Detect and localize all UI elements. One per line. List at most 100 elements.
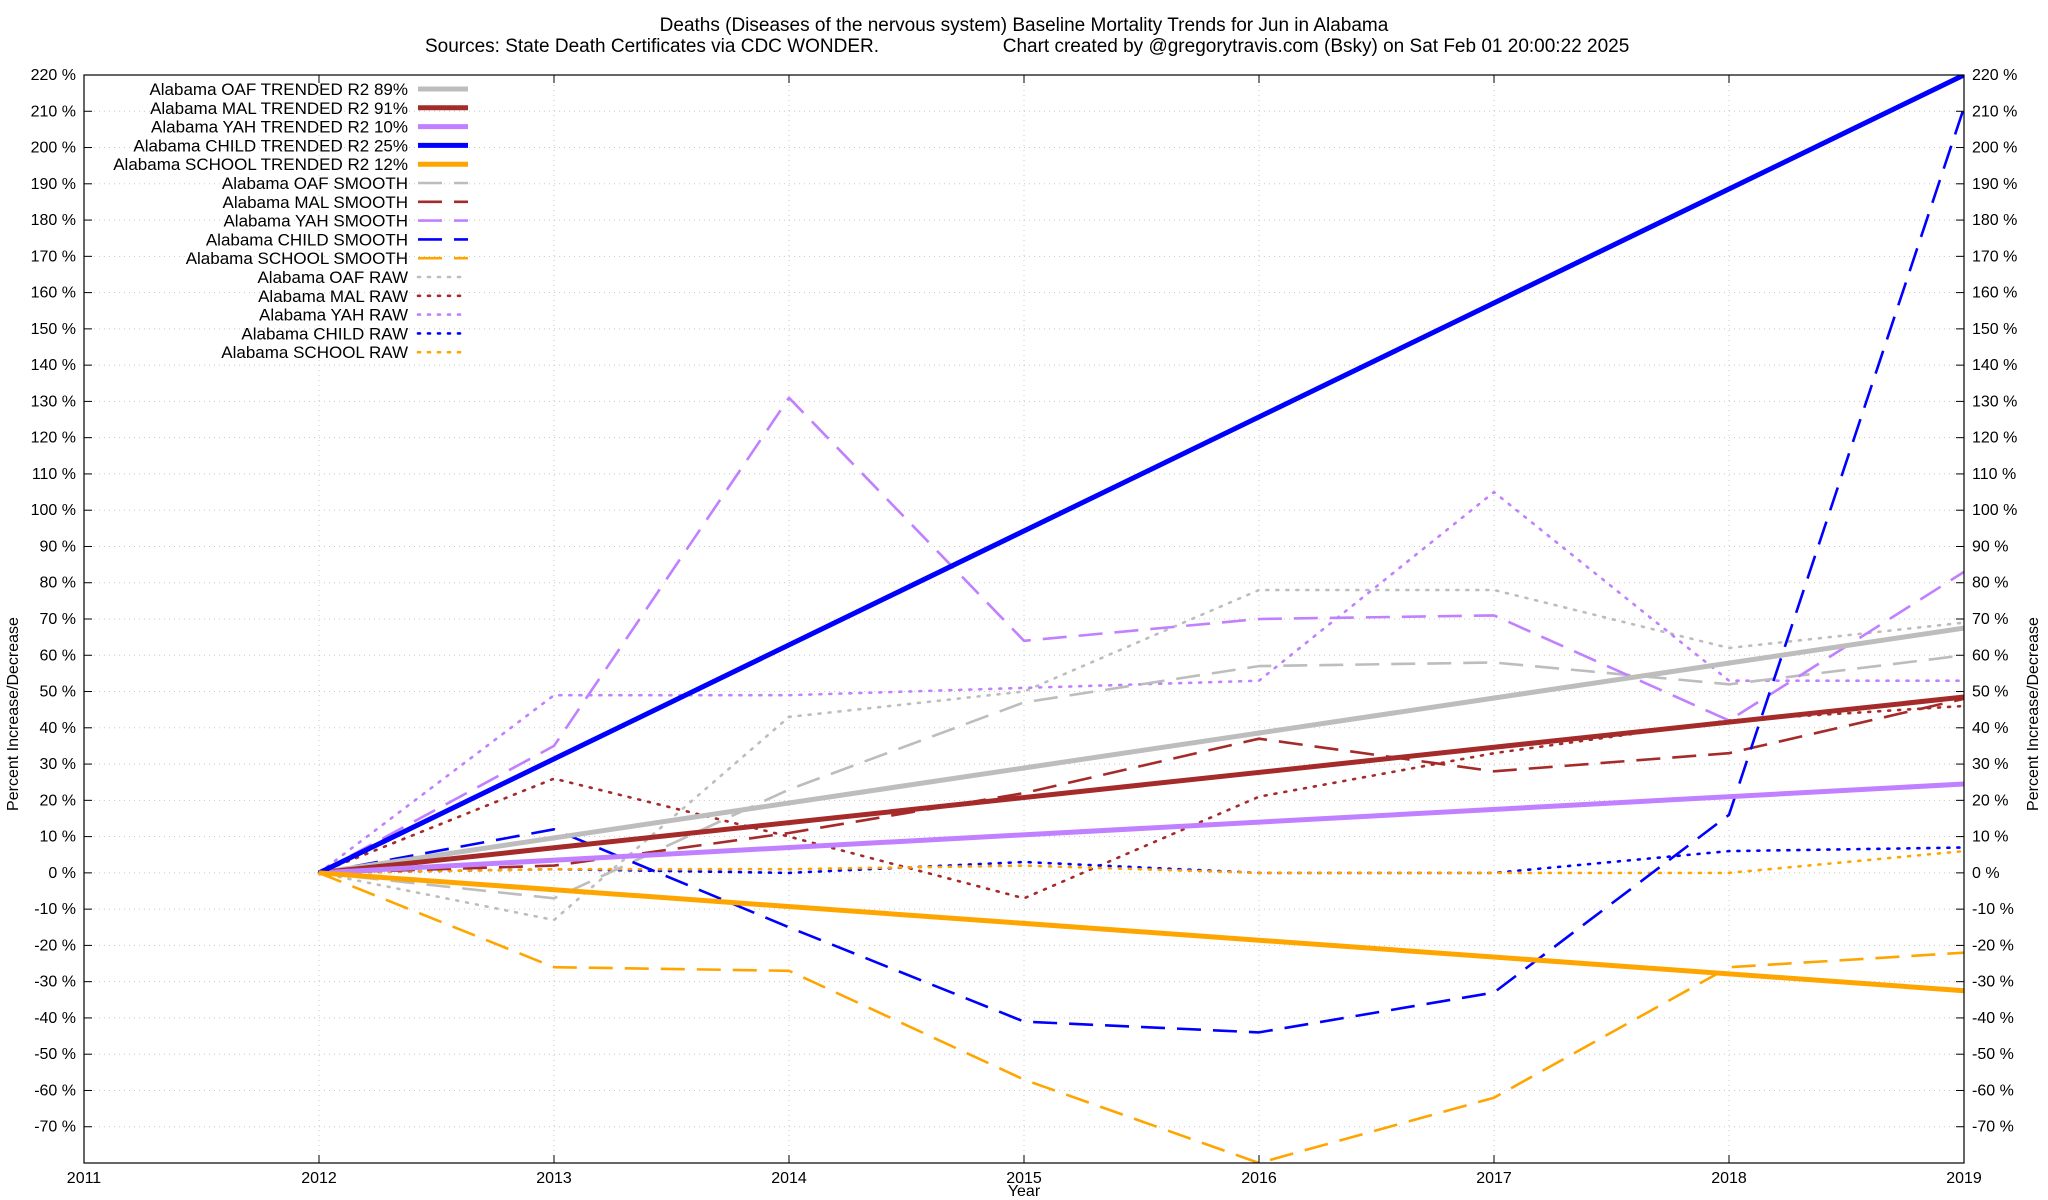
x-tick-label: 2016 bbox=[1241, 1170, 1277, 1187]
y-tick-label-right: 10 % bbox=[1972, 829, 2008, 846]
chart-title: Deaths (Diseases of the nervous system) … bbox=[660, 15, 1389, 36]
y-tick-label-right: 110 % bbox=[1972, 466, 2016, 483]
y-tick-label-right: 30 % bbox=[1972, 756, 2008, 773]
series-line-mal-trended bbox=[318, 694, 1964, 876]
y-tick-label-right: -60 % bbox=[1972, 1082, 2014, 1099]
x-tick-label: 2015 bbox=[1006, 1170, 1042, 1187]
series-line-child-trended bbox=[317, 75, 1964, 876]
y-tick-label-left: 60 % bbox=[40, 647, 76, 664]
series-line-oaf-smooth bbox=[318, 654, 1964, 900]
y-tick-label-right: 40 % bbox=[1972, 720, 2008, 737]
y-tick-label-right: -10 % bbox=[1972, 901, 2014, 918]
legend-label: Alabama CHILD RAW bbox=[241, 324, 408, 343]
legend-label: Alabama OAF TRENDED R2 89% bbox=[149, 80, 408, 99]
y-tick-label-left: -10 % bbox=[34, 901, 76, 918]
y-tick-label-left: 50 % bbox=[40, 684, 76, 701]
x-tick-label: 2017 bbox=[1476, 1170, 1512, 1187]
y-tick-label-left: -60 % bbox=[34, 1082, 76, 1099]
y-tick-label-right: 190 % bbox=[1972, 176, 2017, 193]
y-tick-label-left: 80 % bbox=[40, 575, 76, 592]
series-line-oaf-raw bbox=[317, 588, 1964, 922]
y-tick-label-left: 120 % bbox=[31, 430, 76, 447]
y-tick-label-right: 220 % bbox=[1972, 67, 2017, 84]
x-tick-label: 2019 bbox=[1946, 1170, 1982, 1187]
series-line-school-smooth bbox=[318, 871, 1964, 1163]
x-tick-label: 2018 bbox=[1711, 1170, 1747, 1187]
y-tick-label-right: 140 % bbox=[1972, 357, 2017, 374]
y-tick-label-left: 110 % bbox=[32, 466, 76, 483]
y-tick-label-left: 220 % bbox=[31, 67, 76, 84]
legend-label: Alabama OAF SMOOTH bbox=[222, 174, 408, 193]
y-tick-label-left: 200 % bbox=[31, 140, 76, 157]
y-tick-label-right: 170 % bbox=[1972, 248, 2017, 265]
legend-label: Alabama SCHOOL TRENDED R2 12% bbox=[113, 155, 408, 174]
y-tick-label-left: 170 % bbox=[31, 248, 76, 265]
y-tick-label-left: 70 % bbox=[40, 611, 76, 628]
y-tick-label-right: 120 % bbox=[1972, 430, 2017, 447]
y-axis-label-right: Percent Increase/Decrease bbox=[2025, 617, 2042, 811]
legend: Alabama OAF TRENDED R2 89%Alabama MAL TR… bbox=[113, 80, 470, 362]
y-tick-label-right: 160 % bbox=[1972, 285, 2017, 302]
y-tick-label-right: -50 % bbox=[1972, 1046, 2014, 1063]
y-tick-label-left: -50 % bbox=[34, 1046, 76, 1063]
series-lines bbox=[317, 75, 1964, 1163]
series-line-child-raw bbox=[317, 846, 1964, 875]
y-tick-label-right: 100 % bbox=[1972, 502, 2017, 519]
y-tick-label-left: 210 % bbox=[31, 103, 76, 120]
legend-label: Alabama YAH TRENDED R2 10% bbox=[151, 118, 408, 137]
chart-subtitle-source: Sources: State Death Certificates via CD… bbox=[425, 36, 879, 57]
legend-label: Alabama YAH SMOOTH bbox=[223, 212, 408, 231]
x-tick-label: 2014 bbox=[771, 1170, 807, 1187]
series-line-school-raw bbox=[317, 849, 1964, 875]
y-tick-label-left: 30 % bbox=[40, 756, 76, 773]
y-tick-label-right: -20 % bbox=[1972, 937, 2014, 954]
y-tick-label-right: 210 % bbox=[1972, 103, 2017, 120]
y-tick-label-right: 0 % bbox=[1972, 865, 2000, 882]
y-axis-label-left: Percent Increase/Decrease bbox=[5, 617, 22, 811]
series-line-oaf-trended bbox=[318, 625, 1964, 876]
y-tick-label-right: 200 % bbox=[1972, 140, 2017, 157]
series-line-yah-smooth bbox=[318, 396, 1964, 875]
y-tick-label-right: 130 % bbox=[1972, 393, 2017, 410]
y-tick-label-left: 100 % bbox=[31, 502, 76, 519]
legend-label: Alabama CHILD SMOOTH bbox=[206, 230, 408, 249]
x-tick-label: 2013 bbox=[536, 1170, 572, 1187]
legend-label: Alabama SCHOOL SMOOTH bbox=[186, 249, 408, 268]
y-tick-label-left: 40 % bbox=[40, 720, 76, 737]
x-tick-label: 2012 bbox=[301, 1170, 337, 1187]
y-tick-label-left: 10 % bbox=[40, 829, 76, 846]
legend-label: Alabama YAH RAW bbox=[259, 306, 408, 325]
y-tick-label-left: 160 % bbox=[31, 285, 76, 302]
series-line-child-smooth bbox=[318, 107, 1964, 1034]
y-tick-label-left: 180 % bbox=[31, 212, 76, 229]
y-tick-label-left: -40 % bbox=[34, 1010, 76, 1027]
y-tick-label-right: 90 % bbox=[1972, 538, 2008, 555]
y-tick-label-left: 150 % bbox=[31, 321, 76, 338]
legend-label: Alabama SCHOOL RAW bbox=[221, 343, 408, 362]
legend-label: Alabama CHILD TRENDED R2 25% bbox=[133, 136, 408, 155]
series-line-yah-trended bbox=[318, 781, 1964, 876]
y-tick-label-left: -20 % bbox=[34, 937, 76, 954]
y-tick-label-left: 20 % bbox=[40, 792, 76, 809]
x-axis-label: Year bbox=[1008, 1183, 1041, 1200]
y-tick-label-left: 190 % bbox=[31, 176, 76, 193]
y-tick-label-right: -70 % bbox=[1972, 1119, 2014, 1136]
y-tick-label-right: -40 % bbox=[1972, 1010, 2014, 1027]
y-tick-label-right: 80 % bbox=[1972, 575, 2008, 592]
y-tick-label-left: 130 % bbox=[31, 393, 76, 410]
y-tick-label-left: 90 % bbox=[40, 538, 76, 555]
y-tick-label-right: 150 % bbox=[1972, 321, 2017, 338]
y-tick-label-left: -70 % bbox=[34, 1119, 76, 1136]
y-tick-label-left: 0 % bbox=[48, 865, 76, 882]
y-tick-label-right: 50 % bbox=[1972, 684, 2008, 701]
x-tick-label: 2011 bbox=[67, 1170, 102, 1187]
y-tick-label-left: 140 % bbox=[31, 357, 76, 374]
y-tick-label-left: -30 % bbox=[34, 974, 76, 991]
y-tick-label-right: 70 % bbox=[1972, 611, 2008, 628]
legend-label: Alabama OAF RAW bbox=[257, 268, 408, 287]
y-tick-label-right: 180 % bbox=[1972, 212, 2017, 229]
legend-label: Alabama MAL TRENDED R2 91% bbox=[150, 99, 408, 118]
axis-ticks: -70 % -70 % -60 % -60 % -50 % -50 % -40 % -40 %… bbox=[31, 67, 2018, 1187]
y-tick-label-right: -30 % bbox=[1972, 974, 2014, 991]
